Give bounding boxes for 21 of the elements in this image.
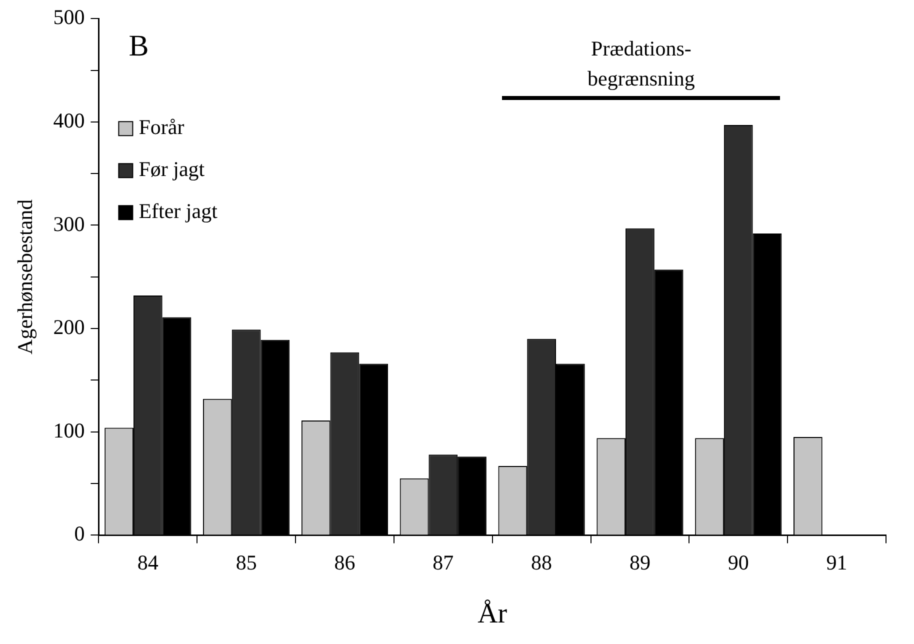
y-tick-label: 200	[53, 315, 85, 340]
annotation: B	[128, 29, 149, 62]
y-tick-label: 500	[53, 5, 85, 30]
x-tick-label: 91	[826, 550, 848, 574]
y-tick-label: 100	[53, 418, 85, 442]
x-tick-label: 89	[629, 550, 650, 574]
x-tick-label: 85	[236, 550, 257, 574]
annotation: Prædations- begrænsning	[588, 36, 696, 91]
x-tick-label: 84	[137, 550, 159, 574]
x-tick-label: 87	[432, 550, 454, 574]
y-axis-title: Agerhønsebestand	[13, 198, 38, 354]
x-axis-title: År	[478, 598, 508, 630]
y-tick-label: 0	[74, 522, 85, 546]
x-tick-label: 86	[334, 550, 356, 574]
x-tick-label: 90	[728, 550, 749, 574]
legend-label: Før jagt	[138, 157, 205, 182]
x-tick-label: 88	[531, 550, 552, 574]
legend-label: Forår	[138, 115, 184, 140]
y-tick-label: 400	[53, 108, 85, 132]
legend-label: Efter jagt	[138, 199, 218, 224]
y-tick-label: 300	[53, 212, 85, 236]
